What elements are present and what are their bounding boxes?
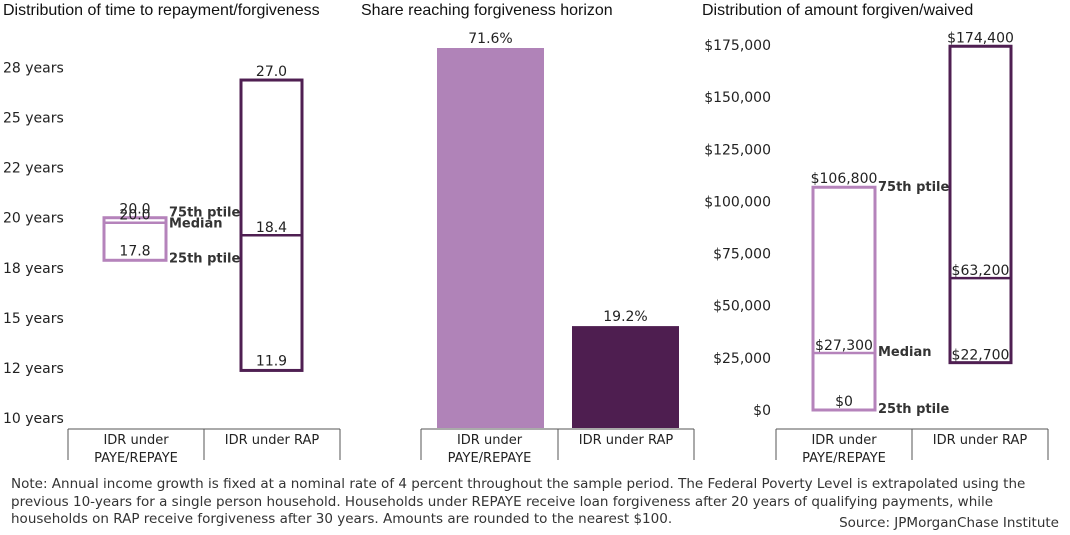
annotation-75th: 75th ptile — [878, 180, 950, 195]
y-tick-label: 15 years — [3, 311, 64, 327]
annotation-25th: 25th ptile — [169, 251, 241, 266]
y-tick-label: $75,000 — [713, 247, 771, 263]
boxes-amount: $106,800 $27,300 $0 75th ptile Median 25th pt… — [811, 30, 1014, 417]
y-axis-amount: $0 $25,000 $50,000 $75,000 $100,000 $125,000 $… — [704, 38, 771, 419]
panel-time-to-repayment: Distribution of time to repayment/forgiv… — [3, 2, 341, 466]
median-label: $27,300 — [815, 338, 873, 354]
y-tick-label: 22 years — [3, 161, 64, 177]
panel-amount-forgiven: Distribution of amount forgiven/waived $… — [702, 2, 1049, 466]
panel-share-forgiveness: Share reaching forgiveness horizon 71.6%… — [361, 2, 695, 466]
p75-label: $174,400 — [947, 30, 1014, 46]
median-label: 18.4 — [256, 220, 287, 236]
box — [948, 44, 1013, 365]
bar-value-label: 19.2% — [603, 309, 647, 325]
annotation-75th: 75th ptile — [169, 206, 241, 221]
bar-value-label: 71.6% — [468, 31, 512, 47]
panel-title-share: Share reaching forgiveness horizon — [361, 2, 613, 19]
box — [811, 185, 877, 412]
p25-label: $0 — [835, 394, 853, 410]
p75-label: $106,800 — [811, 171, 878, 187]
amount-category-label: PAYE/REPAYE — [802, 451, 886, 466]
amount-category-label: IDR under — [811, 433, 877, 448]
bar — [572, 326, 679, 428]
y-tick-label: $100,000 — [704, 194, 771, 210]
x-axis-time: IDR under PAYE/REPAYE IDR under RAP — [67, 428, 341, 466]
y-tick-label: $125,000 — [704, 142, 771, 158]
y-tick-label: 20 years — [3, 211, 64, 227]
p75-label: 27.0 — [256, 64, 287, 80]
panel-title-time: Distribution of time to repayment/forgiv… — [3, 2, 320, 19]
share-category-label: IDR under — [457, 433, 523, 448]
panel-title-amount: Distribution of amount forgiven/waived — [702, 2, 973, 19]
y-axis-time: 10 years 12 years 15 years 18 years 20 years… — [3, 61, 64, 427]
y-tick-label: 12 years — [3, 361, 64, 377]
annotation-25th: 25th ptile — [878, 402, 950, 417]
footnote: Note: Annual income growth is fixed at a… — [11, 476, 1026, 527]
x-axis-share: IDR under PAYE/REPAYE IDR under RAP — [420, 428, 695, 466]
share-category-label: PAYE/REPAYE — [448, 451, 532, 466]
p25-label: $22,700 — [952, 348, 1010, 364]
box — [239, 78, 304, 372]
y-tick-label: $150,000 — [704, 90, 771, 106]
y-tick-label: $50,000 — [713, 299, 771, 315]
share-category-label: IDR under RAP — [579, 433, 674, 448]
median-label: 20.0 — [119, 208, 150, 224]
y-tick-label: $25,000 — [713, 351, 771, 367]
p25-label: 11.9 — [256, 353, 287, 369]
annotation-median: Median — [169, 217, 223, 232]
y-tick-label: $0 — [753, 403, 771, 419]
time-category-label: PAYE/REPAYE — [94, 451, 178, 466]
x-axis-amount: IDR under PAYE/REPAYE IDR under RAP — [775, 428, 1049, 466]
annotation-median: Median — [878, 345, 932, 360]
p25-label: 17.8 — [119, 243, 150, 259]
time-category-label: IDR under RAP — [225, 433, 320, 448]
p75-label: 20.0 — [119, 202, 150, 218]
y-tick-label: 28 years — [3, 61, 64, 77]
y-tick-label: 25 years — [3, 111, 64, 127]
source-credit: Source: JPMorganChase Institute — [839, 515, 1059, 531]
bars-share: 71.6% 19.2% — [437, 31, 679, 428]
y-tick-label: $175,000 — [704, 38, 771, 54]
amount-category-label: IDR under RAP — [933, 433, 1028, 448]
bar — [437, 48, 544, 428]
time-category-label: IDR under — [103, 433, 169, 448]
y-tick-label: 10 years — [3, 411, 64, 427]
y-tick-label: 18 years — [3, 261, 64, 277]
median-label: $63,200 — [952, 263, 1010, 279]
box — [102, 216, 168, 262]
